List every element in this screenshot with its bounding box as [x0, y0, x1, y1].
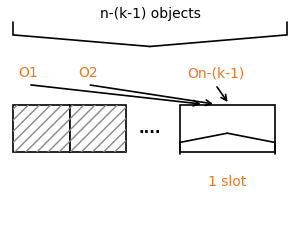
Bar	[13, 106, 70, 152]
Text: O1: O1	[18, 66, 38, 80]
Bar	[70, 106, 126, 152]
Text: ....: ....	[139, 121, 161, 136]
Text: 1 slot: 1 slot	[208, 175, 246, 189]
Text: On-(k-1): On-(k-1)	[187, 66, 244, 80]
Bar	[70, 106, 126, 152]
Bar	[180, 106, 275, 152]
Text: n-(k-1) objects: n-(k-1) objects	[100, 7, 200, 21]
Bar	[13, 106, 70, 152]
Text: O2: O2	[78, 66, 98, 80]
